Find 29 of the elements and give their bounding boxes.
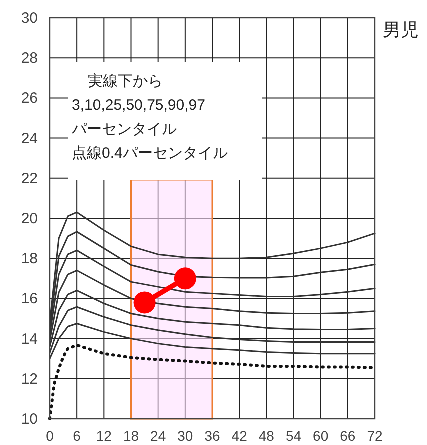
y-tick-label: 24 <box>21 130 38 148</box>
x-tick-label: 24 <box>150 428 166 444</box>
y-tick-label: 14 <box>21 330 38 348</box>
annotation: 3,10,25,50,75,90,97 <box>72 97 206 114</box>
x-tick-label: 36 <box>204 428 220 444</box>
x-tick-label: 60 <box>313 428 329 444</box>
x-tick-label: 48 <box>258 428 275 444</box>
annotation: 実線下から <box>88 73 163 90</box>
chart-title: 男児 <box>383 20 419 40</box>
x-tick-label: 66 <box>340 428 356 444</box>
x-tick-label: 18 <box>123 428 140 444</box>
y-tick-label: 12 <box>21 370 38 388</box>
x-tick-label: 54 <box>286 428 302 444</box>
y-tick-label: 16 <box>21 290 38 308</box>
x-tick-label: 42 <box>232 428 248 444</box>
y-tick-label: 20 <box>21 210 38 228</box>
annotation: パーセンタイル <box>71 121 177 138</box>
y-tick-label: 28 <box>21 50 38 68</box>
x-tick-label: 6 <box>73 428 82 444</box>
y-tick-label: 18 <box>21 250 38 268</box>
x-tick-label: 72 <box>367 428 383 444</box>
y-tick-label: 10 <box>21 411 38 428</box>
x-tick-label: 0 <box>46 428 54 444</box>
annotation: 点線0.4パーセンタイル <box>72 145 228 162</box>
x-tick-label: 12 <box>96 428 112 444</box>
y-tick-label: 22 <box>21 170 38 188</box>
x-tick-label: 30 <box>178 428 194 444</box>
y-tick-label: 30 <box>21 10 38 27</box>
y-tick-label: 26 <box>21 90 38 108</box>
